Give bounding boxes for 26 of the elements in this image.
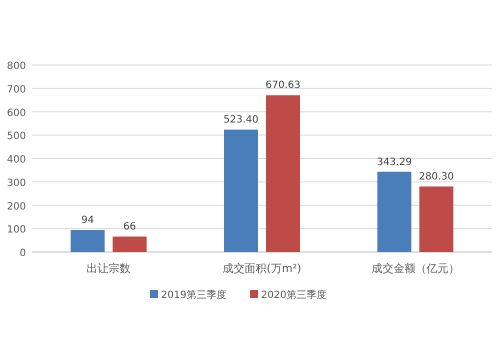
legend-label: 2019第三季度 xyxy=(161,289,226,301)
data-label: 280.30 xyxy=(418,171,454,182)
bar xyxy=(377,172,412,252)
bar xyxy=(266,95,300,252)
data-label: 343.29 xyxy=(376,156,412,168)
y-tick-label: 700 xyxy=(6,84,26,96)
x-tick-label: 成交面积(万m²) xyxy=(222,262,302,275)
data-label: 523.40 xyxy=(224,114,258,126)
y-tick-label: 200 xyxy=(6,201,26,212)
x-tick-label: 成交金额（亿元） xyxy=(371,262,460,275)
bar xyxy=(419,186,454,252)
data-label: 94 xyxy=(81,215,94,226)
x-tick-label: 出让宗数 xyxy=(86,262,131,275)
y-tick-label: 0 xyxy=(20,248,26,259)
bar xyxy=(112,236,147,252)
legend-label: 2020第三季度 xyxy=(261,289,326,301)
data-label: 670.63 xyxy=(266,80,300,92)
y-tick-label: 500 xyxy=(6,131,26,142)
bar xyxy=(224,130,258,252)
y-tick-label: 100 xyxy=(6,224,26,236)
y-tick-label: 600 xyxy=(6,108,26,119)
y-tick-label: 800 xyxy=(6,61,26,72)
data-label: 66 xyxy=(123,222,136,233)
y-tick-label: 300 xyxy=(6,178,26,189)
y-tick-label: 400 xyxy=(6,154,26,166)
bar xyxy=(70,230,105,252)
